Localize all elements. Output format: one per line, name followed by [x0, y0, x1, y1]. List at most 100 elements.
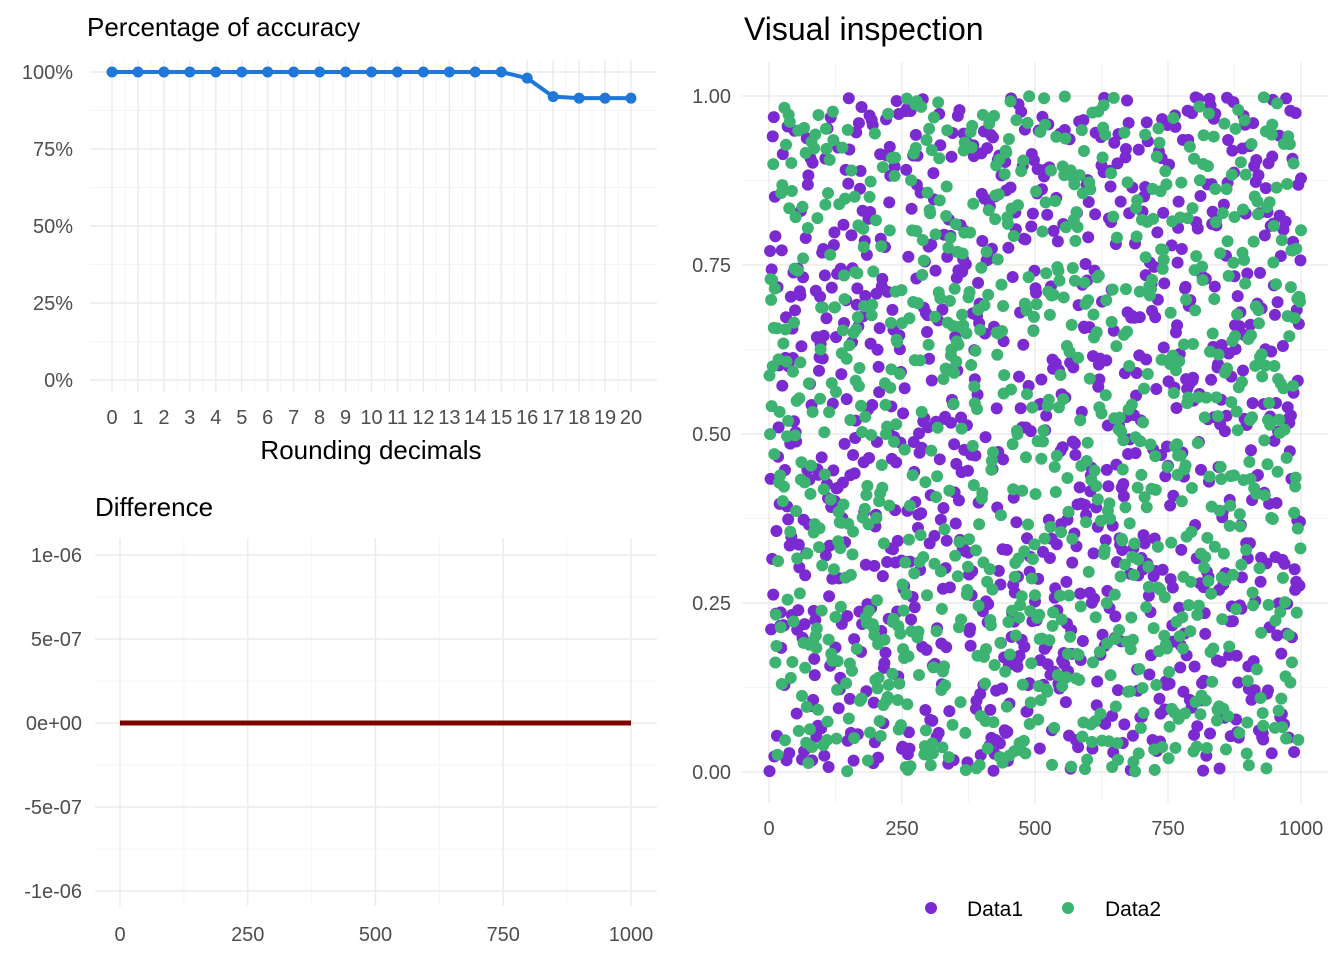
scatter-point-data1	[1077, 114, 1090, 127]
scatter-point-data2	[829, 611, 842, 624]
scatter-point-data2	[897, 604, 910, 617]
scatter-point-data2	[1210, 714, 1223, 727]
scatter-point-data1	[823, 590, 836, 603]
scatter-point-data2	[1283, 330, 1296, 343]
scatter-point-data1	[926, 714, 939, 727]
scatter-point-data1	[1188, 660, 1201, 673]
scatter-point-data1	[920, 643, 933, 656]
scatter-point-data1	[1205, 373, 1218, 386]
scatter-point-data2	[1054, 368, 1067, 381]
scatter-point-data2	[1065, 318, 1078, 331]
scatter-y-tick-label: 0.25	[692, 593, 731, 615]
scatter-point-data1	[817, 329, 830, 342]
scatter-point-data2	[875, 240, 888, 253]
scatter-points	[763, 90, 1307, 778]
scatter-point-data1	[1117, 478, 1130, 491]
scatter-point-data2	[905, 174, 918, 187]
scatter-point-data2	[1047, 606, 1060, 619]
scatter-point-data2	[1210, 391, 1223, 404]
scatter-point-data2	[1118, 558, 1131, 571]
scatter-point-data2	[1179, 459, 1192, 472]
scatter-point-data2	[1252, 317, 1265, 330]
scatter-point-data1	[1118, 718, 1131, 731]
accuracy-point	[158, 66, 170, 78]
accuracy-point	[184, 66, 196, 78]
scatter-point-data2	[1026, 553, 1039, 566]
scatter-point-data2	[1015, 165, 1028, 178]
scatter-point-data2	[1173, 630, 1186, 643]
scatter-point-data2	[1036, 225, 1049, 238]
scatter-point-data2	[820, 142, 833, 155]
scatter-point-data2	[1220, 183, 1233, 196]
scatter-y-tick-label: 1.00	[692, 86, 731, 108]
scatter-point-data2	[978, 299, 991, 312]
scatter-point-data2	[1229, 330, 1242, 343]
scatter-point-data1	[1275, 647, 1288, 660]
scatter-point-data1	[1126, 729, 1139, 742]
scatter-point-data2	[1214, 460, 1227, 473]
scatter-point-data2	[768, 448, 781, 461]
scatter-point-data2	[1180, 293, 1193, 306]
scatter-point-data2	[926, 737, 939, 750]
scatter-point-data2	[1228, 210, 1241, 223]
scatter-point-data2	[1218, 117, 1231, 130]
scatter-point-data2	[1159, 165, 1172, 178]
scatter-point-data1	[852, 117, 865, 130]
scatter-point-data2	[1289, 480, 1302, 493]
scatter-point-data2	[1063, 589, 1076, 602]
scatter-point-data2	[933, 152, 946, 165]
scatter-point-data2	[1217, 547, 1230, 560]
scatter-point-data2	[785, 184, 798, 197]
scatter-point-data1	[1218, 425, 1231, 438]
accuracy-x-tick-label: 18	[568, 407, 590, 429]
scatter-point-data1	[801, 178, 814, 191]
scatter-point-data2	[1047, 288, 1060, 301]
scatter-point-data2	[1046, 619, 1059, 632]
scatter-point-data2	[943, 484, 956, 497]
scatter-point-data2	[906, 469, 919, 482]
scatter-point-data1	[878, 657, 891, 670]
scatter-point-data2	[989, 213, 1002, 226]
accuracy-y-tick-label: 50%	[33, 216, 73, 238]
legend-key-data2	[1062, 902, 1074, 914]
scatter-point-data2	[1095, 407, 1108, 420]
scatter-point-data2	[1114, 570, 1127, 583]
difference-x-tick-label: 1000	[609, 924, 654, 946]
scatter-point-data2	[942, 241, 955, 254]
scatter-point-data1	[915, 441, 928, 454]
scatter-point-data2	[1026, 401, 1039, 414]
scatter-point-data1	[1250, 153, 1263, 166]
scatter-point-data1	[1111, 684, 1124, 697]
legend-label-data2: Data2	[1105, 898, 1161, 921]
scatter-point-data2	[1292, 733, 1305, 746]
scatter-point-data1	[775, 244, 788, 257]
scatter-point-data2	[791, 264, 804, 277]
scatter-point-data2	[1250, 663, 1263, 676]
scatter-title: Visual inspection	[744, 11, 984, 47]
scatter-point-data2	[1069, 234, 1082, 247]
scatter-point-data2	[1241, 674, 1254, 687]
scatter-point-data2	[884, 316, 897, 329]
scatter-point-data2	[1100, 596, 1113, 609]
scatter-point-data2	[1186, 202, 1199, 215]
scatter-point-data2	[1100, 294, 1113, 307]
scatter-point-data1	[1087, 547, 1100, 560]
scatter-point-data1	[913, 427, 926, 440]
scatter-point-data2	[927, 661, 940, 674]
scatter-point-data1	[1208, 280, 1221, 293]
scatter-point-data1	[872, 751, 885, 764]
scatter-point-data2	[784, 525, 797, 538]
scatter-point-data2	[1235, 375, 1248, 388]
scatter-point-data1	[1191, 720, 1204, 733]
scatter-point-data2	[1028, 538, 1041, 551]
scatter-point-data1	[987, 764, 1000, 777]
scatter-point-data2	[1169, 364, 1182, 377]
scatter-point-data2	[1080, 516, 1093, 529]
scatter-point-data2	[1282, 628, 1295, 641]
scatter-point-data2	[992, 188, 1005, 201]
scatter-point-data1	[841, 610, 854, 623]
scatter-point-data2	[848, 732, 861, 745]
scatter-point-data2	[847, 525, 860, 538]
scatter-point-data2	[1256, 370, 1269, 383]
scatter-point-data1	[1226, 144, 1239, 157]
